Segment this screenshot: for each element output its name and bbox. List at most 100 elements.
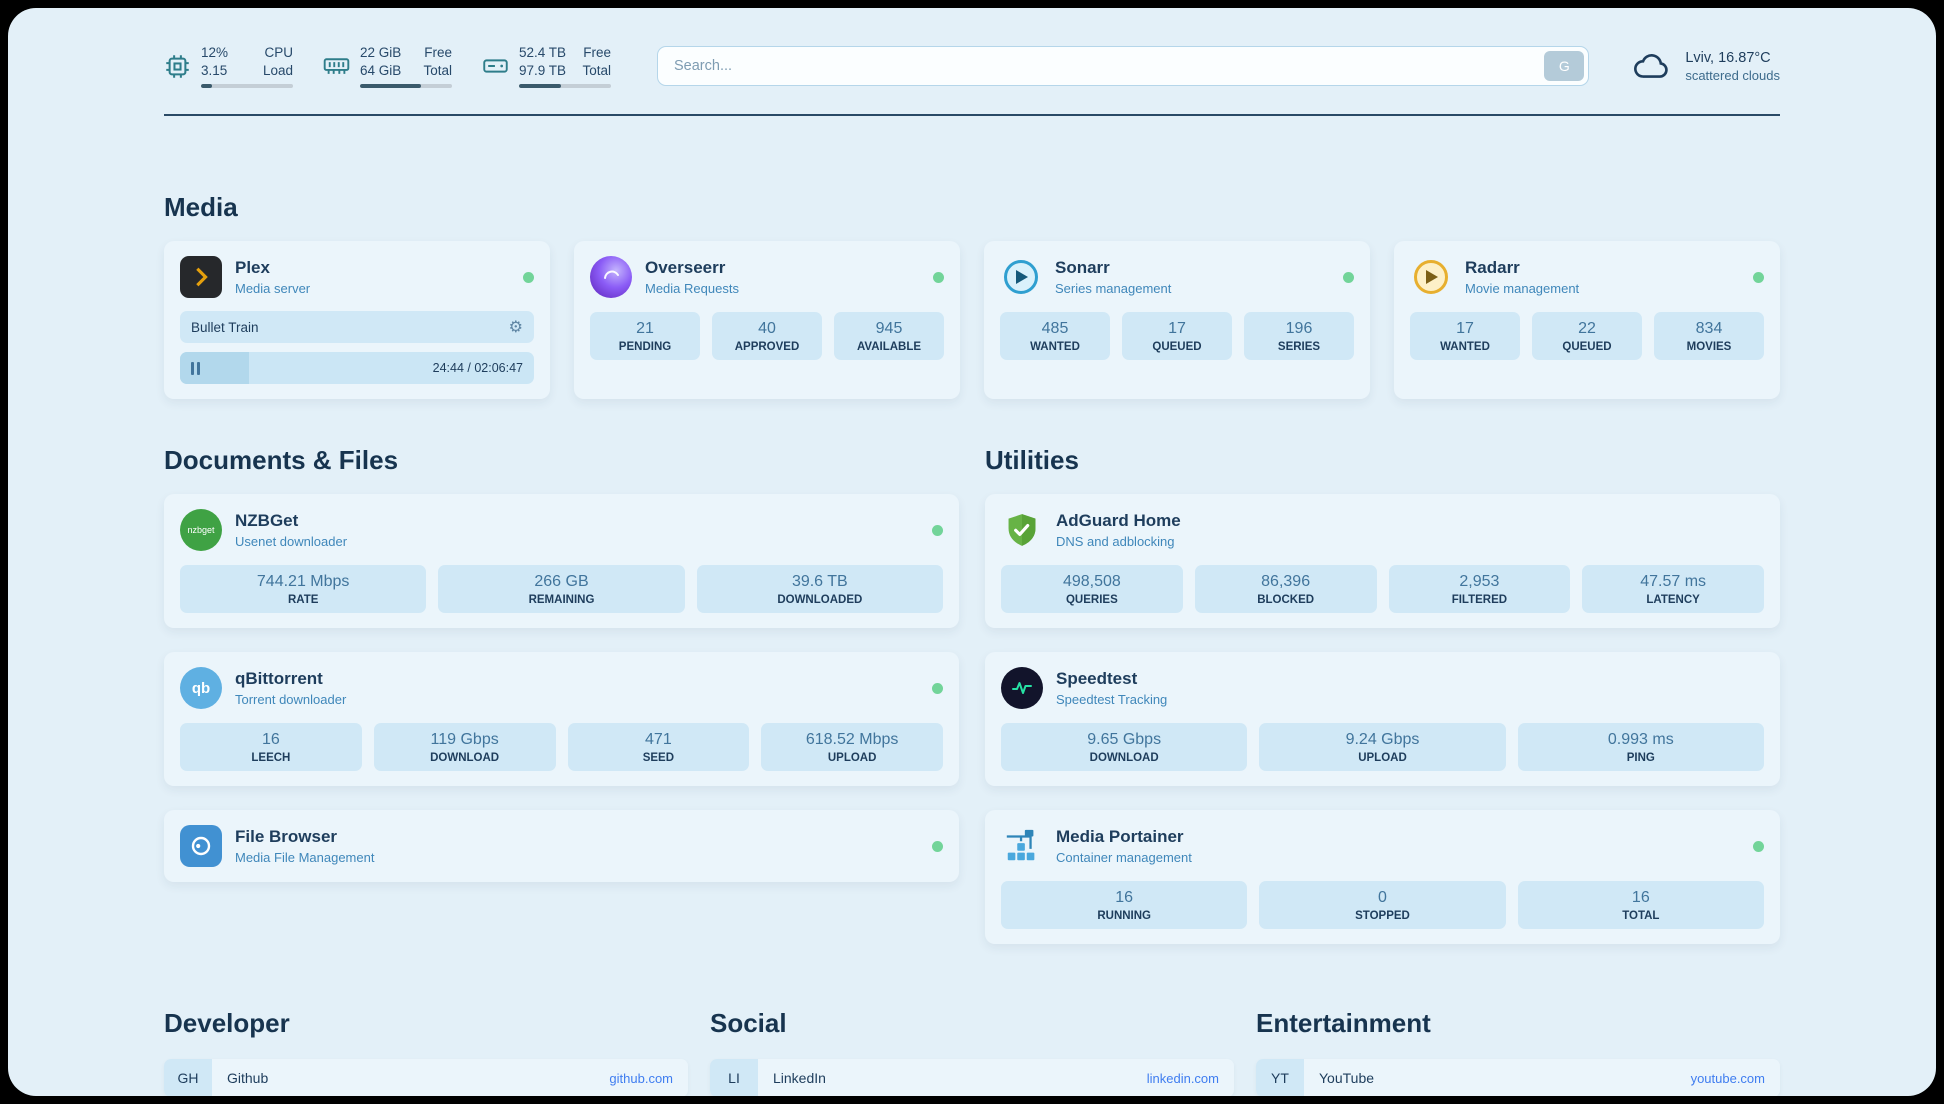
stat-label: LATENCY	[1646, 594, 1700, 607]
section-title-utilities: Utilities	[985, 445, 1079, 476]
playback-progress-bar[interactable]: 24:44 / 02:06:47	[180, 352, 534, 385]
status-dot	[932, 682, 943, 694]
cpu-row-2: 3.15 Load	[201, 62, 293, 80]
cpu-load: 3.15	[201, 62, 228, 78]
developer-column: Developer GH Github github.com SO StackO…	[164, 1008, 688, 1096]
service-name: Sonarr	[1055, 258, 1110, 278]
portainer-header: Media Portainer Container management	[1001, 825, 1764, 867]
cpu-info: 12% CPU 3.15 Load	[201, 44, 293, 89]
stat-value: 196	[1285, 320, 1313, 338]
stat-value: 834	[1695, 320, 1723, 338]
memory-bar-fill	[360, 84, 421, 89]
bookmark-github[interactable]: GH Github github.com	[164, 1059, 688, 1096]
documents-stack: nzbget NZBGet Usenet downloader 744.21 M…	[164, 494, 959, 883]
stat-value: 618.52 Mbps	[805, 731, 899, 749]
stat-value: 21	[636, 320, 654, 338]
speedtest-card[interactable]: Speedtest Speedtest Tracking 9.65 Gbps D…	[985, 652, 1780, 787]
radarr-meta: Radarr Movie management	[1465, 258, 1740, 296]
bookmark-abbr: YT	[1256, 1059, 1304, 1096]
portainer-card[interactable]: Media Portainer Container management 16 …	[985, 810, 1780, 945]
stat-label: FILTERED	[1451, 594, 1508, 607]
bookmark-abbr: LI	[710, 1059, 758, 1096]
stat-series: 196 SERIES	[1244, 312, 1354, 361]
radarr-play-icon	[1414, 260, 1448, 295]
status-dot	[933, 271, 944, 283]
social-column: Social LI LinkedIn linkedin.com TW Twitt…	[710, 1008, 1234, 1096]
stat-label: WANTED	[1030, 341, 1080, 354]
stat-value: 266 GB	[534, 573, 589, 591]
section-title-entertainment: Entertainment	[1256, 1008, 1431, 1039]
stat-label: MOVIES	[1686, 341, 1732, 354]
disk-widget: 52.4 TB Free 97.9 TB Total	[482, 44, 611, 89]
memory-free: 22 GiB	[360, 45, 402, 60]
service-name: NZBGet	[235, 511, 299, 531]
adguard-card[interactable]: AdGuard Home DNS and adblocking 498,508 …	[985, 494, 1780, 629]
weather-widget: Lviv, 16.87°C scattered clouds	[1631, 50, 1780, 83]
stat-queued: 17 QUEUED	[1122, 312, 1232, 361]
stat-label: RATE	[287, 594, 319, 607]
stat-value: 86,396	[1261, 573, 1311, 591]
nzbget-card[interactable]: nzbget NZBGet Usenet downloader 744.21 M…	[164, 494, 959, 629]
stat-label: QUEUED	[1562, 341, 1612, 354]
service-subtitle: Speedtest Tracking	[1056, 692, 1168, 708]
bookmark-linkedin[interactable]: LI LinkedIn linkedin.com	[710, 1059, 1234, 1096]
service-name: AdGuard Home	[1056, 511, 1181, 531]
service-name: Radarr	[1465, 258, 1520, 278]
stat-label: PING	[1626, 752, 1655, 765]
stat-pending: 21 PENDING	[590, 312, 700, 361]
stat-value: 17	[1456, 320, 1474, 338]
filebrowser-icon	[180, 825, 222, 868]
stat-rate: 744.21 Mbps RATE	[180, 565, 427, 614]
pause-icon[interactable]	[191, 361, 200, 375]
bookmark-youtube[interactable]: YT YouTube youtube.com	[1256, 1059, 1780, 1096]
stat-approved: 40 APPROVED	[712, 312, 822, 361]
stat-label: TOTAL	[1622, 910, 1660, 923]
dashboard-frame: 12% CPU 3.15 Load 22 GiB	[8, 8, 1936, 1096]
memory-label-bottom: Total	[423, 62, 452, 78]
search-input[interactable]	[657, 46, 1590, 87]
speedtest-stats: 9.65 Gbps DOWNLOAD 9.24 Gbps UPLOAD 0.99…	[1001, 723, 1764, 772]
status-dot	[932, 524, 943, 536]
disk-label-bottom: Total	[582, 62, 611, 78]
bookmark-name: Github	[227, 1070, 269, 1087]
filebrowser-card[interactable]: File Browser Media File Management	[164, 810, 959, 883]
radarr-stats: 17 WANTED 22 QUEUED 834 MOVIES	[1410, 312, 1764, 361]
portainer-stats: 16 RUNNING 0 STOPPED 16 TOTAL	[1001, 881, 1764, 930]
weather-text: Lviv, 16.87°C scattered clouds	[1685, 50, 1780, 83]
stat-label: APPROVED	[734, 341, 800, 354]
entertainment-column: Entertainment YT YouTube youtube.com NF …	[1256, 1008, 1780, 1096]
bookmark-name: LinkedIn	[773, 1070, 826, 1087]
qbittorrent-header: qb qBittorrent Torrent downloader	[180, 667, 943, 710]
portainer-meta: Media Portainer Container management	[1056, 827, 1740, 865]
service-subtitle: Media server	[235, 281, 311, 297]
search-provider-button[interactable]: G	[1544, 51, 1585, 82]
stat-blocked: 86,396 BLOCKED	[1194, 565, 1377, 614]
memory-bar-track	[360, 84, 452, 89]
status-dot	[1753, 840, 1764, 852]
status-dot	[523, 271, 534, 283]
sonarr-meta: Sonarr Series management	[1055, 258, 1330, 296]
service-name: Media Portainer	[1056, 827, 1184, 847]
stat-value: 16	[261, 731, 280, 749]
qbittorrent-card[interactable]: qb qBittorrent Torrent downloader 16 LEE…	[164, 652, 959, 787]
stat-label: AVAILABLE	[856, 341, 922, 354]
service-name: Plex	[235, 258, 270, 278]
radarr-card[interactable]: Radarr Movie management 17 WANTED 22 QUE…	[1394, 241, 1780, 400]
section-title-developer: Developer	[164, 1008, 290, 1039]
filebrowser-meta: File Browser Media File Management	[235, 827, 919, 865]
service-subtitle: Media File Management	[235, 850, 375, 866]
qbittorrent-stats: 16 LEECH 119 Gbps DOWNLOAD 471 SEED 61	[180, 723, 943, 772]
gear-icon[interactable]: ⚙	[508, 317, 523, 337]
overseerr-card[interactable]: Overseerr Media Requests 21 PENDING 40 A…	[574, 241, 960, 400]
disk-free: 52.4 TB	[519, 45, 567, 60]
sonarr-card[interactable]: Sonarr Series management 485 WANTED 17 Q…	[984, 241, 1370, 400]
disk-label-top: Free	[583, 45, 611, 60]
plex-card[interactable]: Plex Media server Bullet Train ⚙ 24:44 /…	[164, 241, 550, 400]
utilities-stack: AdGuard Home DNS and adblocking 498,508 …	[985, 494, 1780, 945]
radarr-header: Radarr Movie management	[1410, 256, 1764, 298]
now-playing-row: Bullet Train ⚙	[180, 311, 534, 344]
overseerr-header: Overseerr Media Requests	[590, 256, 944, 299]
stat-value: 0	[1378, 889, 1387, 907]
plex-meta: Plex Media server	[235, 258, 510, 296]
sonarr-icon	[1000, 256, 1042, 298]
